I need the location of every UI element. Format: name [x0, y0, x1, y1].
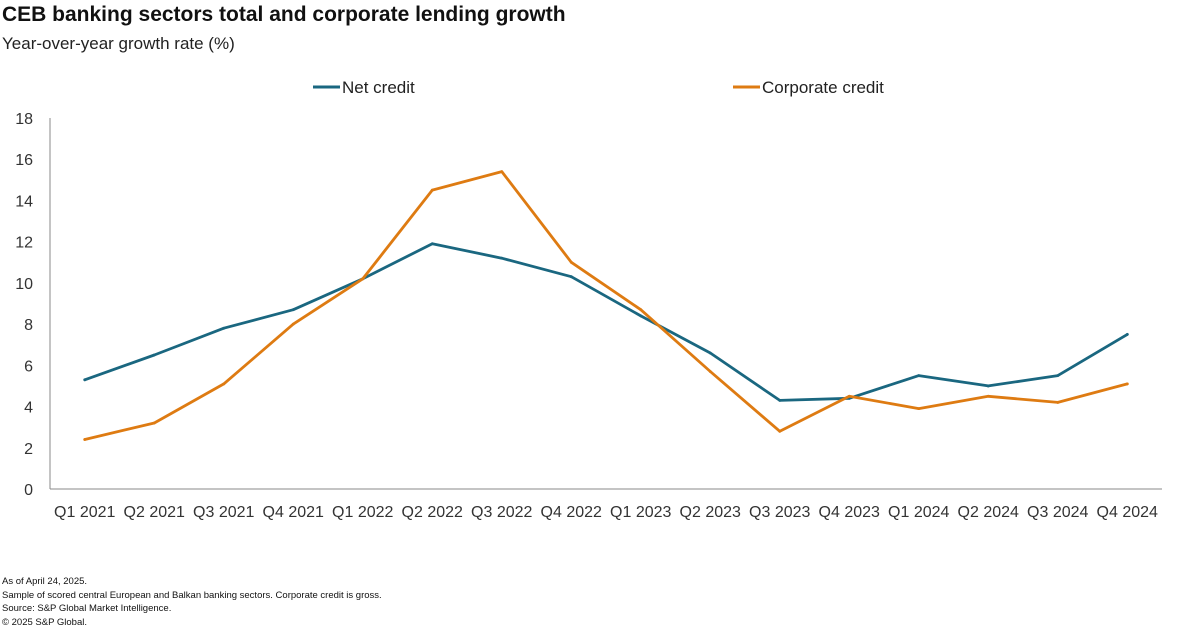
footnote-sample: Sample of scored central European and Ba… [2, 589, 382, 603]
footnote-date: As of April 24, 2025. [2, 575, 382, 589]
x-tick-label: Q4 2023 [819, 504, 880, 521]
corporate-credit-point [639, 308, 642, 311]
net-credit-point [1126, 333, 1129, 336]
x-tick-label: Q3 2024 [1027, 504, 1088, 521]
x-tick-label: Q4 2024 [1097, 504, 1158, 521]
x-tick-label: Q2 2021 [124, 504, 185, 521]
net-credit-point [431, 242, 434, 245]
net-credit-point [222, 327, 225, 330]
net-credit-point [570, 275, 573, 278]
y-tick-label: 14 [15, 193, 33, 210]
corporate-credit-point [778, 430, 781, 433]
net-credit-point [987, 385, 990, 388]
y-tick-label: 8 [24, 317, 33, 334]
x-tick-label: Q1 2022 [332, 504, 393, 521]
corporate-credit-point [917, 407, 920, 410]
axes [50, 118, 1162, 489]
net-credit-point [83, 378, 86, 381]
x-tick-label: Q2 2022 [402, 504, 463, 521]
x-tick-label: Q3 2023 [749, 504, 810, 521]
y-tick-label: 10 [15, 276, 33, 293]
legend: Net credit Corporate credit [313, 78, 884, 97]
corporate-credit-point [848, 395, 851, 398]
net-credit-point [778, 399, 781, 402]
y-tick-label: 6 [24, 358, 33, 375]
corporate-credit-point [83, 438, 86, 441]
x-tick-label: Q3 2021 [193, 504, 254, 521]
y-tick-label: 2 [24, 441, 33, 458]
corporate-credit-point [361, 277, 364, 280]
corporate-credit-point [709, 370, 712, 373]
net-credit-point [500, 257, 503, 260]
corporate-credit-point [1056, 401, 1059, 404]
net-credit-point [1056, 374, 1059, 377]
y-tick-label: 4 [24, 400, 33, 417]
net-credit-point [917, 374, 920, 377]
y-tick-label: 0 [24, 482, 33, 499]
x-tick-label: Q1 2024 [888, 504, 949, 521]
net-credit-line [85, 244, 1128, 401]
x-tick-label: Q2 2024 [958, 504, 1019, 521]
x-tick-label: Q4 2022 [541, 504, 602, 521]
x-axis-ticks: Q1 2021 Q2 2021 Q3 2021 Q4 2021 Q1 2022 Q2 20… [54, 504, 1158, 521]
corporate-credit-point [292, 323, 295, 326]
legend-label-net-credit: Net credit [342, 78, 415, 97]
x-tick-label: Q1 2023 [610, 504, 671, 521]
y-axis-ticks: 0 2 4 6 8 10 12 14 16 18 [15, 111, 33, 499]
corporate-credit-point [570, 261, 573, 264]
corporate-credit-point [222, 382, 225, 385]
net-credit-point [292, 308, 295, 311]
series-lines [83, 170, 1128, 441]
legend-label-corporate-credit: Corporate credit [762, 78, 884, 97]
line-chart: Net credit Corporate credit 0 2 4 6 8 10 12 14 16… [0, 0, 1200, 570]
y-tick-label: 12 [15, 235, 33, 252]
y-tick-label: 16 [15, 152, 33, 169]
x-tick-label: Q1 2021 [54, 504, 115, 521]
corporate-credit-line [85, 172, 1128, 440]
corporate-credit-point [153, 422, 156, 425]
corporate-credit-point [431, 189, 434, 192]
corporate-credit-point [500, 170, 503, 173]
y-tick-label: 18 [15, 111, 33, 128]
footnote-source: Source: S&P Global Market Intelligence. [2, 602, 382, 616]
net-credit-point [153, 354, 156, 357]
net-credit-point [709, 352, 712, 355]
x-tick-label: Q3 2022 [471, 504, 532, 521]
net-credit-point [639, 314, 642, 317]
corporate-credit-point [987, 395, 990, 398]
footnotes: As of April 24, 2025. Sample of scored c… [2, 575, 382, 629]
x-tick-label: Q2 2023 [680, 504, 741, 521]
x-tick-label: Q4 2021 [263, 504, 324, 521]
corporate-credit-point [1126, 382, 1129, 385]
